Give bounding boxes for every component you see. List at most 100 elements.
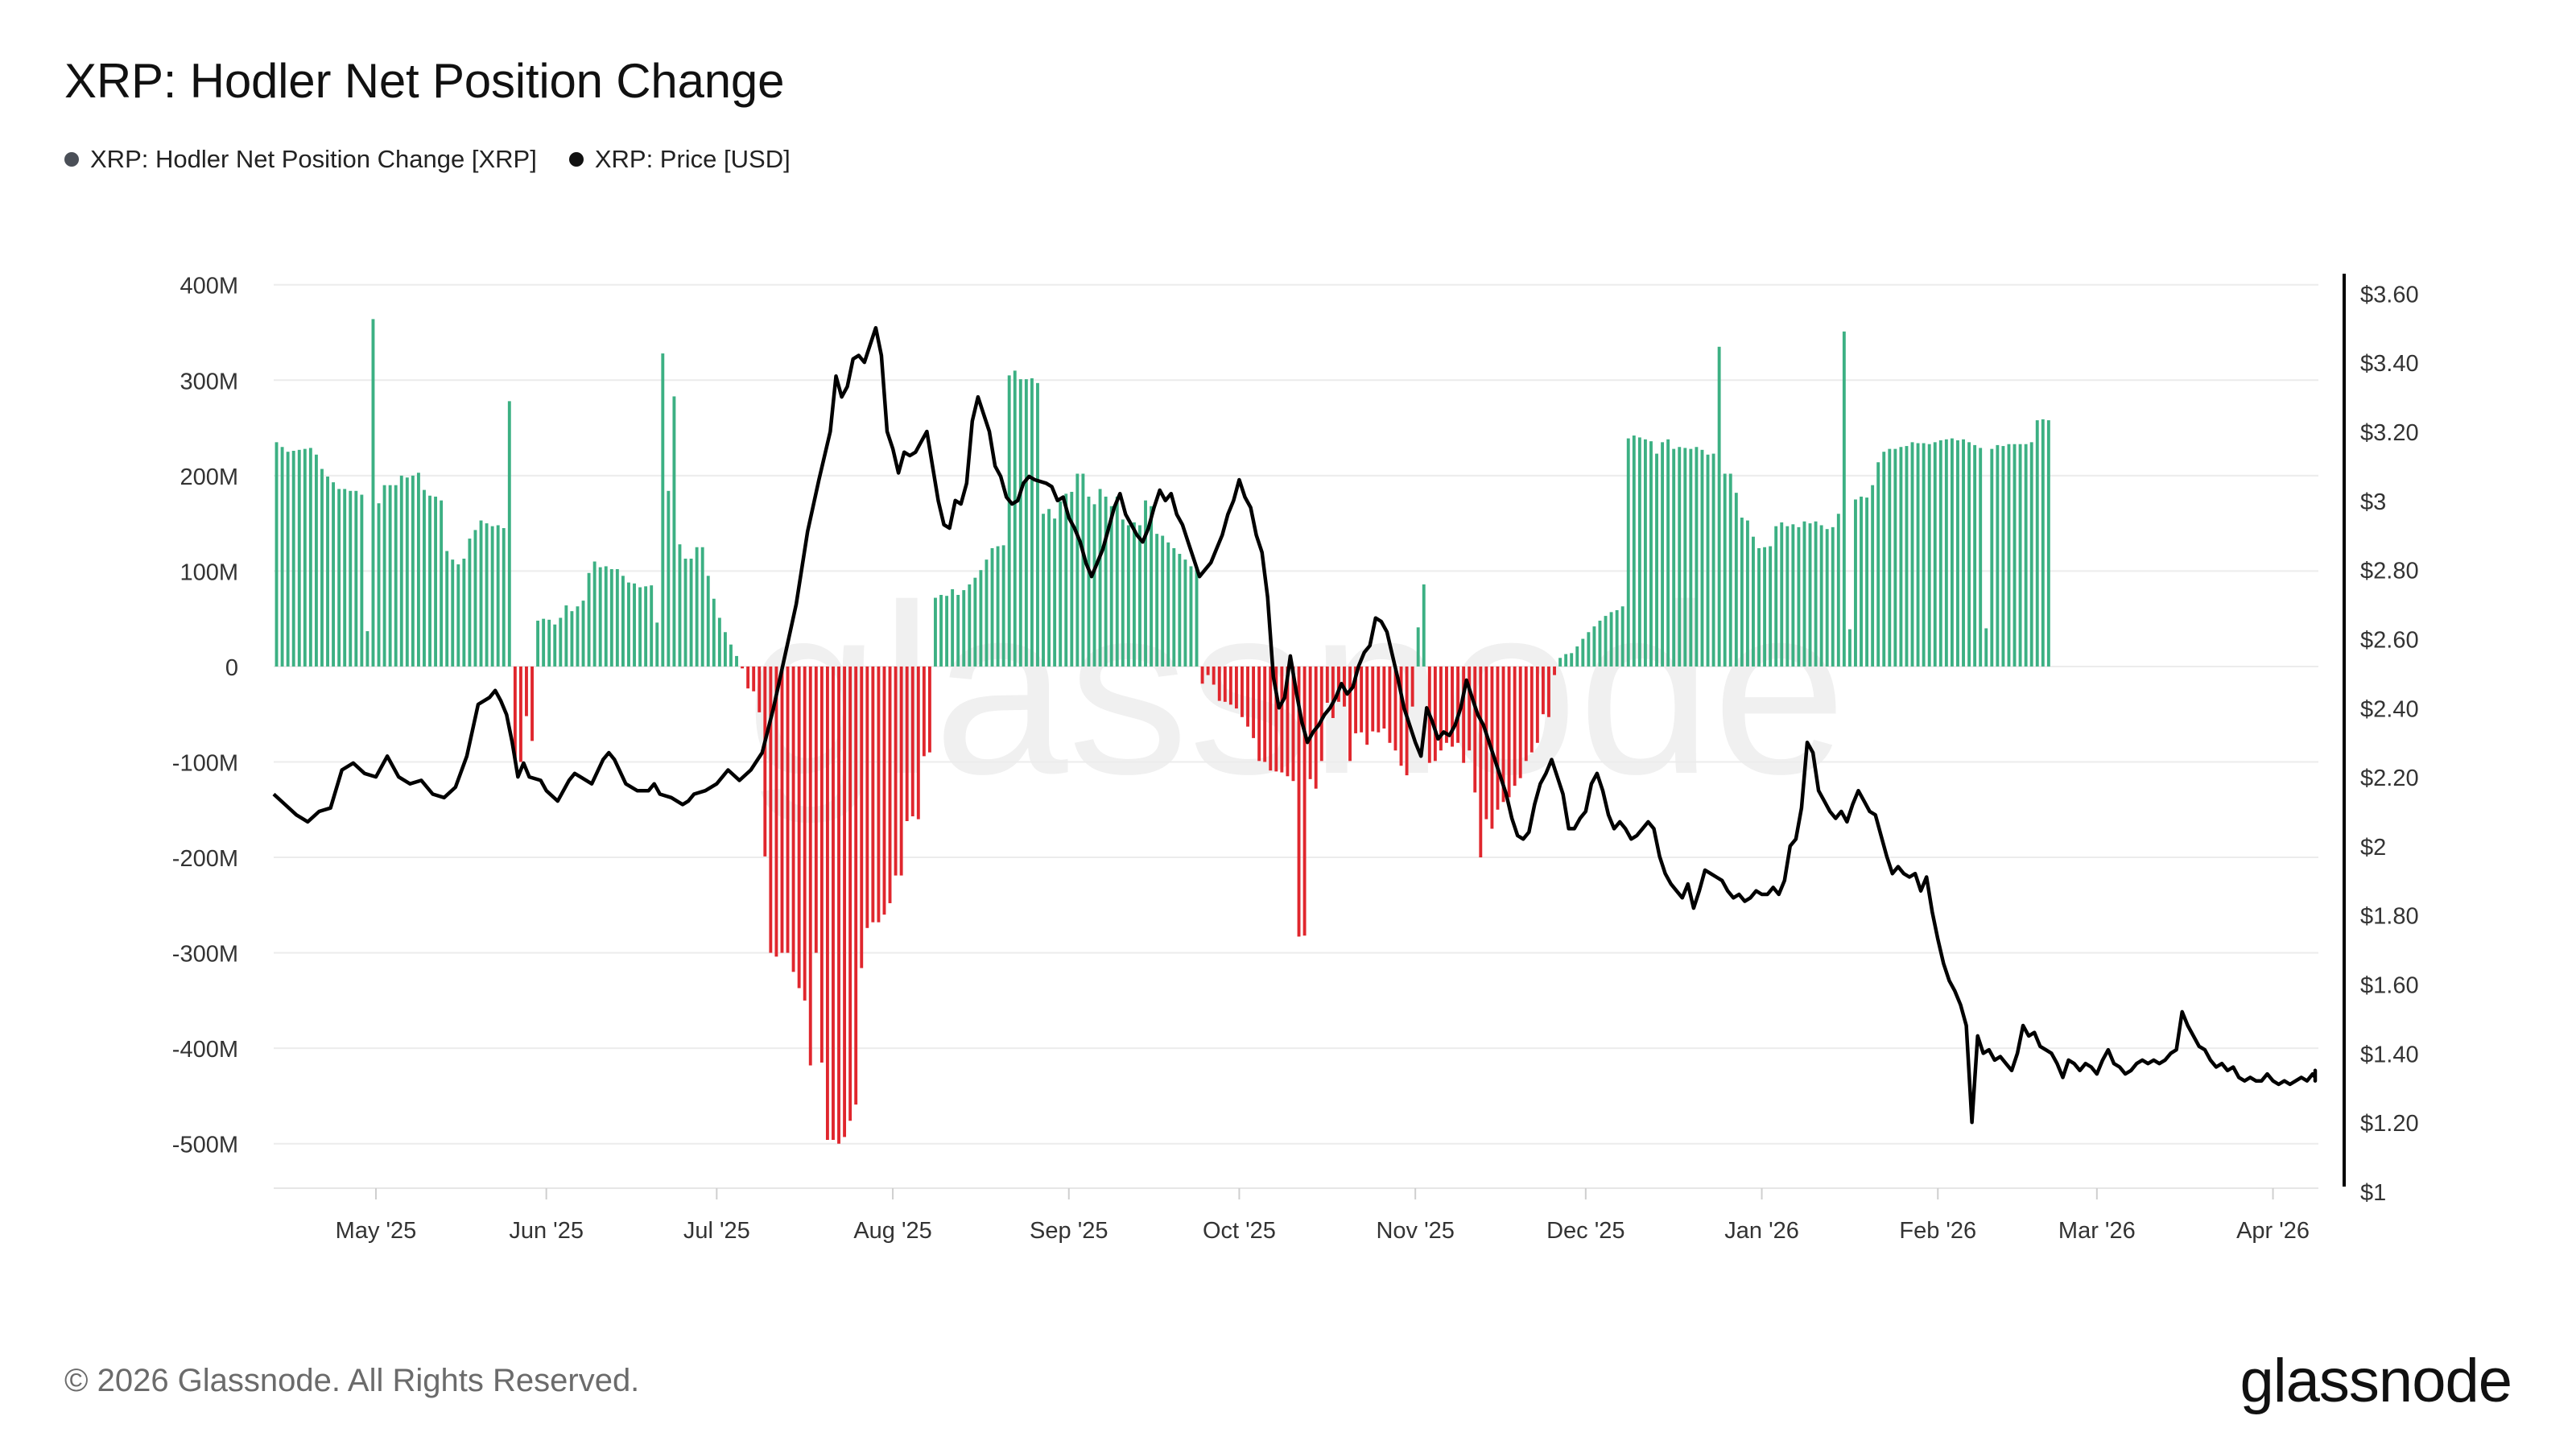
bar <box>769 666 773 953</box>
bar <box>1791 524 1795 667</box>
y-right-tick-label: $1.40 <box>2360 1042 2419 1067</box>
bar <box>837 666 840 1144</box>
bar <box>1962 439 1965 667</box>
bar <box>706 576 710 667</box>
bar <box>1637 437 1641 667</box>
bar <box>564 605 568 667</box>
bar <box>717 617 721 667</box>
bar <box>320 469 324 667</box>
bar <box>1728 473 1732 667</box>
y-left-tick-label: 200M <box>180 464 238 490</box>
bar <box>1530 666 1534 753</box>
bar <box>394 485 398 667</box>
bar <box>655 622 659 667</box>
bar <box>916 666 920 819</box>
bar <box>536 621 540 667</box>
bar <box>1410 666 1414 707</box>
bar <box>1700 449 1704 667</box>
bar <box>1695 447 1699 667</box>
bar <box>1183 559 1187 667</box>
bar <box>1825 529 1829 667</box>
bar <box>700 547 704 667</box>
legend-item-price[interactable]: XRP: Price [USD] <box>568 145 791 174</box>
bar <box>1462 666 1466 763</box>
legend-item-net-position[interactable]: XRP: Hodler Net Position Change [XRP] <box>64 145 537 174</box>
legend-dot-price <box>568 152 584 167</box>
bar <box>1927 444 1931 667</box>
bar <box>1661 442 1665 667</box>
bar <box>1740 517 1744 667</box>
y-right-tick-label: $2.80 <box>2360 559 2419 584</box>
bar <box>1672 448 1676 667</box>
bar <box>1501 666 1505 803</box>
bar <box>832 666 835 1140</box>
bar <box>1956 440 1959 667</box>
y-right-tick-label: $1.80 <box>2360 904 2419 930</box>
bar <box>1291 666 1295 782</box>
bar <box>1439 666 1443 751</box>
bar <box>332 482 336 667</box>
bar <box>440 500 444 667</box>
bar <box>1535 666 1539 743</box>
bar <box>1473 666 1477 793</box>
glassnode-logo[interactable]: glassnode <box>2240 1347 2512 1415</box>
bar <box>1070 491 1074 667</box>
bar <box>1246 666 1249 727</box>
bar <box>927 666 931 753</box>
bar <box>1774 526 1778 667</box>
bar <box>416 473 420 667</box>
bar <box>570 611 574 667</box>
legend: XRP: Hodler Net Position Change [XRP] XR… <box>64 145 791 174</box>
bar <box>1325 666 1329 703</box>
bar <box>1752 536 1755 667</box>
bar <box>507 401 511 667</box>
bar <box>1228 666 1232 705</box>
bar <box>1757 547 1761 667</box>
axes: 400M 300M 200M 100M 0 -100M -200M -300M -400M -50… <box>172 274 2419 1244</box>
bar <box>280 447 284 667</box>
bar <box>525 666 528 716</box>
bar <box>871 666 875 923</box>
y-right-tick-label: $1.20 <box>2360 1111 2419 1137</box>
bar <box>615 569 619 667</box>
bar <box>349 490 353 667</box>
bar <box>1138 525 1141 667</box>
bar <box>314 454 318 667</box>
bar <box>1865 497 1869 667</box>
bar <box>377 503 381 667</box>
bar <box>1144 500 1147 667</box>
bar <box>1797 526 1801 667</box>
bar <box>621 576 625 667</box>
bar <box>490 526 494 667</box>
bar <box>1132 522 1136 667</box>
bar <box>638 587 642 667</box>
bar <box>1223 666 1227 702</box>
bar <box>479 520 483 667</box>
bar <box>729 644 733 667</box>
bar <box>1416 627 1420 667</box>
bar <box>337 489 341 667</box>
bar <box>882 666 886 915</box>
bar <box>1393 666 1397 751</box>
bar <box>1678 447 1682 667</box>
bar <box>910 666 914 817</box>
bar <box>951 588 955 667</box>
bar <box>1001 545 1005 667</box>
bar <box>1564 654 1568 667</box>
bar <box>1558 658 1563 667</box>
bar <box>1541 666 1545 715</box>
bar <box>587 572 591 667</box>
bar <box>423 489 426 667</box>
x-tick-label: Dec '25 <box>1546 1218 1624 1244</box>
legend-label-net-position: XRP: Hodler Net Position Change [XRP] <box>90 145 537 173</box>
bar <box>2018 444 2022 667</box>
bar <box>979 570 983 667</box>
y-left-tick-label: 400M <box>180 274 238 299</box>
bar <box>1382 666 1386 729</box>
bar <box>1212 666 1216 685</box>
bar <box>1769 546 1773 667</box>
y-left-tick-label: -300M <box>172 942 238 968</box>
bar <box>598 567 602 667</box>
bar <box>2035 420 2039 667</box>
bar <box>468 539 472 667</box>
